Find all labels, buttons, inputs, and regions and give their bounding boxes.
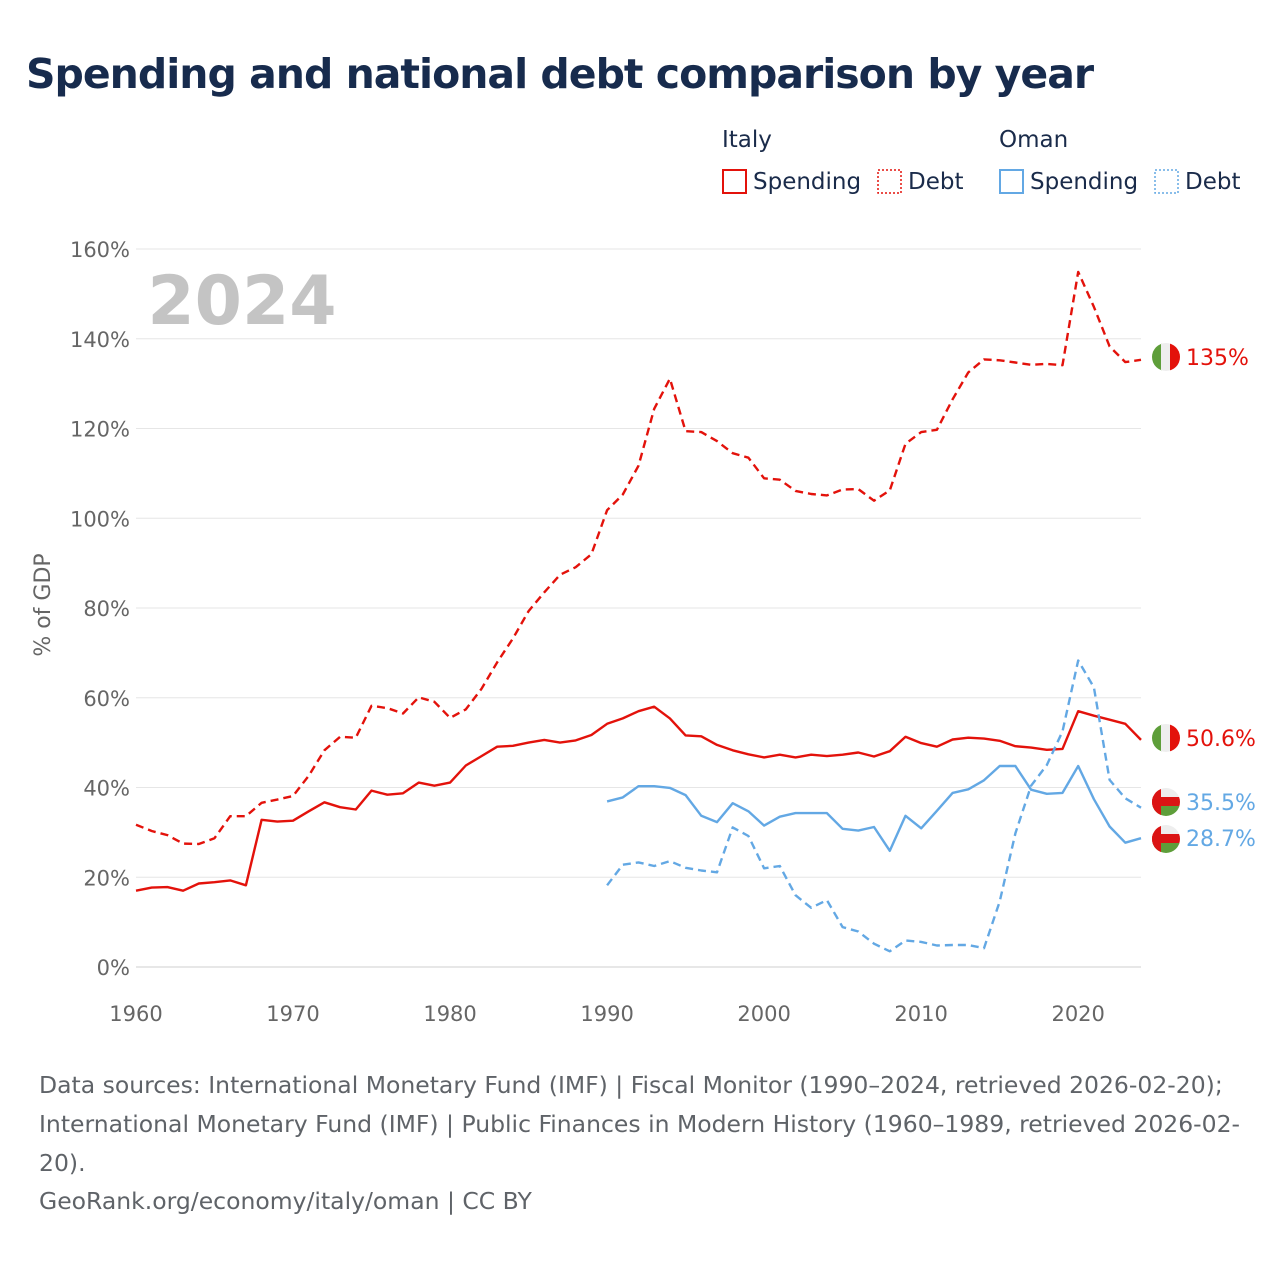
y-tick-label: 0% — [97, 956, 130, 980]
oman-spending-end-label: 28.7% — [1186, 827, 1256, 852]
legend: Italy Spending Debt Oman Spending Debt — [722, 127, 1240, 195]
y-tick-label: 80% — [83, 597, 130, 621]
oman-flag-icon — [1152, 825, 1180, 853]
x-tick-label: 1970 — [266, 1002, 319, 1026]
x-tick-label: 1960 — [109, 1002, 162, 1026]
legend-swatch-debt — [1154, 169, 1179, 194]
footer-sources: Data sources: International Monetary Fun… — [39, 1071, 1241, 1177]
footer-credit: GeoRank.org/economy/italy/oman | CC BY — [39, 1187, 532, 1215]
series — [135, 270, 1142, 953]
legend-swatch-debt — [877, 169, 902, 194]
x-tick-label: 1990 — [580, 1002, 633, 1026]
gridlines — [136, 248, 1141, 968]
x-tick-label: 2010 — [894, 1002, 947, 1026]
y-tick-label: 140% — [70, 328, 130, 352]
legend-item-debt: Debt — [908, 169, 963, 195]
y-tick-label: 100% — [70, 507, 130, 531]
year-overlay: 2024 — [147, 262, 336, 341]
legend-group-title: Italy — [722, 127, 772, 153]
oman-spending-line — [606, 764, 1142, 852]
x-tick-label: 2020 — [1051, 1002, 1104, 1026]
legend-item-spending: Spending — [1030, 169, 1138, 195]
y-tick-label: 20% — [83, 866, 130, 890]
legend-swatch-spending — [999, 169, 1024, 194]
legend-item-spending: Spending — [753, 169, 861, 195]
legend-swatch-spending — [722, 169, 747, 194]
y-axis: 0% 20% 40% 60% 80% 100% 120% 140% 160% — [70, 238, 130, 980]
italy-debt-end-label: 135% — [1186, 346, 1249, 371]
chart-title: Spending and national debt comparison by… — [26, 50, 1094, 98]
oman-debt-end-label: 35.5% — [1186, 791, 1256, 816]
italy-debt-line — [135, 270, 1142, 846]
y-tick-label: 40% — [83, 777, 130, 801]
italy-spending-end-label: 50.6% — [1186, 727, 1256, 752]
italy-flag-icon — [1152, 724, 1180, 752]
chart: Italy Spending Debt Oman Spending Debt % of G… — [31, 127, 1256, 1026]
x-tick-label: 1980 — [423, 1002, 476, 1026]
legend-group-title: Oman — [999, 127, 1068, 153]
y-tick-label: 120% — [70, 418, 130, 442]
oman-flag-icon — [1152, 788, 1180, 816]
x-tick-label: 2000 — [737, 1002, 790, 1026]
legend-item-debt: Debt — [1185, 169, 1240, 195]
italy-flag-icon — [1152, 343, 1180, 371]
italy-spending-line — [135, 705, 1142, 892]
y-tick-label: 160% — [70, 238, 130, 262]
x-axis: 1960 1970 1980 1990 2000 2010 2020 — [109, 1002, 1105, 1026]
y-tick-label: 60% — [83, 687, 130, 711]
oman-debt-line — [606, 659, 1142, 953]
y-axis-label: % of GDP — [31, 553, 56, 656]
